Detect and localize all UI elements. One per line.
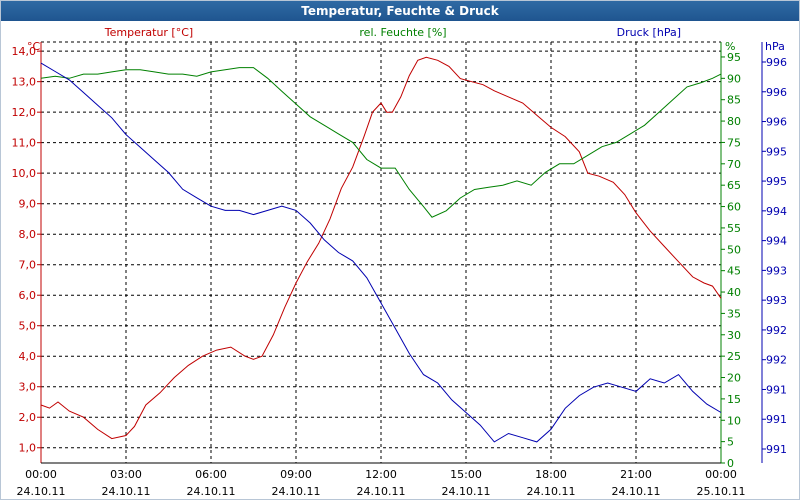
axes xyxy=(37,42,766,464)
temperature-tick-label: 6,0 xyxy=(19,289,37,302)
humidity-tick-label: 95 xyxy=(727,51,741,64)
humidity-tick-label: 65 xyxy=(727,179,741,192)
humidity-tick-label: 75 xyxy=(727,136,741,149)
x-tick-date: 24.10.11 xyxy=(357,485,406,498)
series-group xyxy=(40,56,722,443)
x-tick-date: 24.10.11 xyxy=(17,485,66,498)
temperature-tick-label: 5,0 xyxy=(19,320,37,333)
x-tick-time: 18:00 xyxy=(535,468,567,481)
temperature-tick-label: 14,0 xyxy=(12,45,37,58)
pressure-tick-label: 996 xyxy=(766,116,787,129)
humidity-tick-label: 10 xyxy=(727,414,741,427)
window-title: Temperatur, Feuchte & Druck xyxy=(1,1,799,21)
humidity-tick-label: 15 xyxy=(727,393,741,406)
pressure-tick-label: 993 xyxy=(766,294,787,307)
pressure-series-line xyxy=(40,62,722,443)
pressure-tick-label: 996 xyxy=(766,86,787,99)
humidity-tick-label: 0 xyxy=(727,457,734,470)
temperature-tick-label: 4,0 xyxy=(19,350,37,363)
x-tick-time: 06:00 xyxy=(195,468,227,481)
humidity-tick-label: 30 xyxy=(727,329,741,342)
pressure-tick-label: 993 xyxy=(766,264,787,277)
humidity-tick-label: 45 xyxy=(727,265,741,278)
humidity-series-line xyxy=(40,67,722,218)
humidity-tick-label: 55 xyxy=(727,222,741,235)
pressure-tick-label: 995 xyxy=(766,175,787,188)
temperature-tick-label: 1,0 xyxy=(19,442,37,455)
temperature-unit-label: °C xyxy=(27,40,41,53)
grid-lines xyxy=(41,41,721,463)
temperature-tick-label: 10,0 xyxy=(12,167,37,180)
humidity-tick-label: 25 xyxy=(727,350,741,363)
pressure-tick-label: 991 xyxy=(766,413,787,426)
x-tick-time: 03:00 xyxy=(110,468,142,481)
x-tick-date: 24.10.11 xyxy=(527,485,576,498)
pressure-tick-label: 992 xyxy=(766,324,787,337)
temperature-tick-label: 11,0 xyxy=(12,137,37,150)
humidity-tick-label: 90 xyxy=(727,72,741,85)
x-tick-date: 24.10.11 xyxy=(272,485,321,498)
humidity-tick-label: 60 xyxy=(727,201,741,214)
pressure-unit-label: hPa xyxy=(765,40,785,53)
x-tick-date: 24.10.11 xyxy=(187,485,236,498)
humidity-tick-label: 80 xyxy=(727,115,741,128)
temperature-tick-label: 13,0 xyxy=(12,76,37,89)
temperature-tick-label: 12,0 xyxy=(12,106,37,119)
pressure-tick-label: 996 xyxy=(766,56,787,69)
humidity-tick-label: 20 xyxy=(727,372,741,385)
humidity-unit-label: % xyxy=(725,40,735,53)
pressure-tick-label: 991 xyxy=(766,383,787,396)
humidity-series-label: rel. Feuchte [%] xyxy=(359,26,446,39)
chart: 00:00 24.10.11 03:00 24.10.11 06:00 24.10.11 0… xyxy=(12,26,788,498)
pressure-tick-label: 994 xyxy=(766,235,787,248)
temperature-series-line xyxy=(40,56,722,440)
humidity-tick-label: 85 xyxy=(727,94,741,107)
x-tick-time: 00:00 xyxy=(705,468,737,481)
humidity-tick-label: 5 xyxy=(727,436,734,449)
axis-labels: 00:00 24.10.11 03:00 24.10.11 06:00 24.10.11 0… xyxy=(12,26,788,498)
x-tick-time: 00:00 xyxy=(25,468,57,481)
humidity-tick-label: 50 xyxy=(727,243,741,256)
temperature-tick-label: 3,0 xyxy=(19,381,37,394)
pressure-series-label: Druck [hPa] xyxy=(617,26,681,39)
x-tick-time: 15:00 xyxy=(450,468,482,481)
x-tick-date: 24.10.11 xyxy=(442,485,491,498)
temperature-series-label: Temperatur [°C] xyxy=(104,26,193,39)
pressure-tick-label: 995 xyxy=(766,145,787,158)
x-tick-date: 24.10.11 xyxy=(102,485,151,498)
x-tick-time: 09:00 xyxy=(280,468,312,481)
humidity-tick-label: 70 xyxy=(727,158,741,171)
temperature-tick-label: 2,0 xyxy=(19,411,37,424)
humidity-tick-label: 40 xyxy=(727,286,741,299)
pressure-tick-label: 992 xyxy=(766,354,787,367)
x-tick-date: 24.10.11 xyxy=(612,485,661,498)
x-tick-time: 21:00 xyxy=(620,468,652,481)
x-tick-time: 12:00 xyxy=(365,468,397,481)
temperature-tick-label: 7,0 xyxy=(19,259,37,272)
pressure-tick-label: 994 xyxy=(766,205,787,218)
temperature-tick-label: 8,0 xyxy=(19,228,37,241)
humidity-tick-label: 35 xyxy=(727,307,741,320)
pressure-tick-label: 991 xyxy=(766,443,787,456)
temperature-tick-label: 9,0 xyxy=(19,198,37,211)
x-tick-date: 25.10.11 xyxy=(697,485,746,498)
